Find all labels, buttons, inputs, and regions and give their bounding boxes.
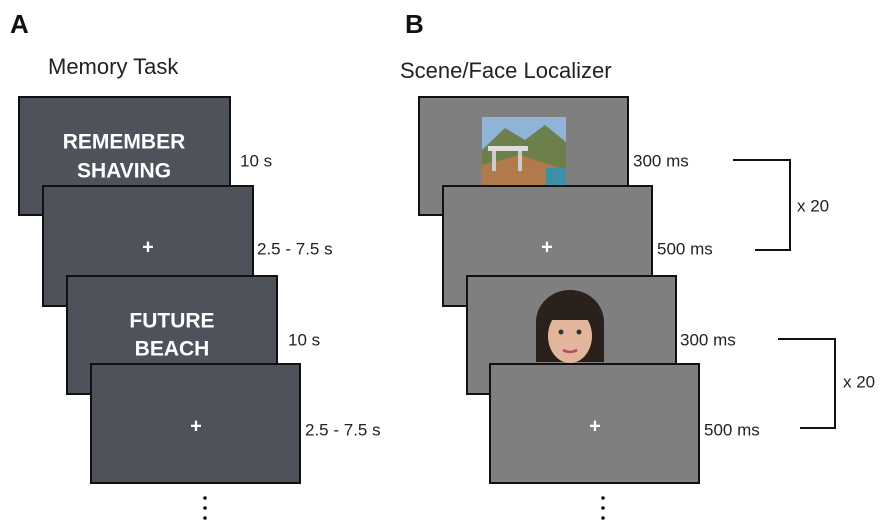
duration: 2.5 - 7.5 s xyxy=(305,420,381,439)
duration: 10 s xyxy=(288,330,320,349)
duration: 2.5 - 7.5 s xyxy=(257,239,333,258)
duration: 10 s xyxy=(240,151,272,170)
fixation: + xyxy=(142,236,154,258)
duration: 300 ms xyxy=(680,330,736,349)
cue-text: FUTURE xyxy=(129,310,214,333)
cue-text: REMEMBER xyxy=(63,131,186,154)
duration: 500 ms xyxy=(657,239,713,258)
scene-image xyxy=(482,117,566,186)
figure: A Memory Task REMEMBER SHAVING 10 s + 2.… xyxy=(0,0,883,521)
cue-text: BEACH xyxy=(135,338,210,361)
panel-label: A xyxy=(10,9,29,39)
ellipsis xyxy=(601,496,605,520)
ellipsis xyxy=(203,496,207,520)
duration: 500 ms xyxy=(704,420,760,439)
panel-title: Memory Task xyxy=(48,54,179,79)
repeat-label: x 20 xyxy=(843,372,875,391)
fixation: + xyxy=(541,236,553,258)
duration: 300 ms xyxy=(633,151,689,170)
fixation: + xyxy=(190,415,202,437)
cue-text: SHAVING xyxy=(77,160,171,183)
fixation: + xyxy=(589,415,601,437)
panel-label: B xyxy=(405,9,424,39)
face-image xyxy=(536,290,604,363)
panel-title: Scene/Face Localizer xyxy=(400,58,612,83)
repeat-label: x 20 xyxy=(797,196,829,215)
bracket xyxy=(733,160,790,250)
bracket xyxy=(778,339,835,428)
